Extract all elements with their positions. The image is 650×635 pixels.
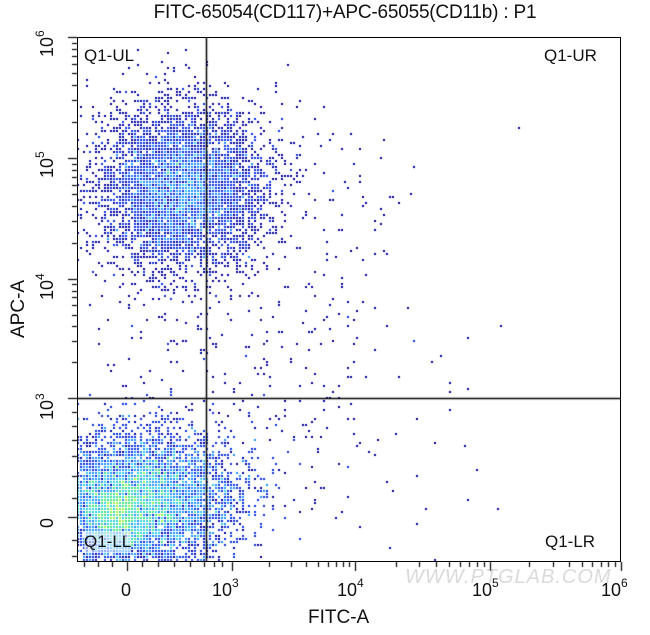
quadrant-label-lr: Q1-LR	[545, 532, 596, 551]
quadrant-label-ll: Q1-LL	[84, 532, 132, 552]
x-tick-3: 105	[472, 576, 499, 600]
x-tick-4: 106	[601, 576, 628, 600]
x-tick-2: 104	[337, 576, 364, 600]
y-tick-1: 103	[33, 393, 57, 420]
x-tick-1: 103	[212, 576, 239, 600]
y-axis-label: APC-A	[8, 279, 29, 338]
y-tick-0: 0	[37, 517, 57, 528]
quadrant-label-ul: Q1-UL	[84, 46, 135, 65]
watermark: WWW.PTGLAB.COM	[405, 566, 612, 588]
y-tick-4: 106	[33, 30, 57, 57]
x-axis-label: FITC-A	[308, 607, 370, 628]
quadrant-label-ur: Q1-UR	[544, 46, 597, 65]
x-tick-0: 0	[121, 580, 132, 600]
y-tick-2: 104	[33, 273, 57, 300]
y-tick-3: 105	[33, 151, 57, 178]
